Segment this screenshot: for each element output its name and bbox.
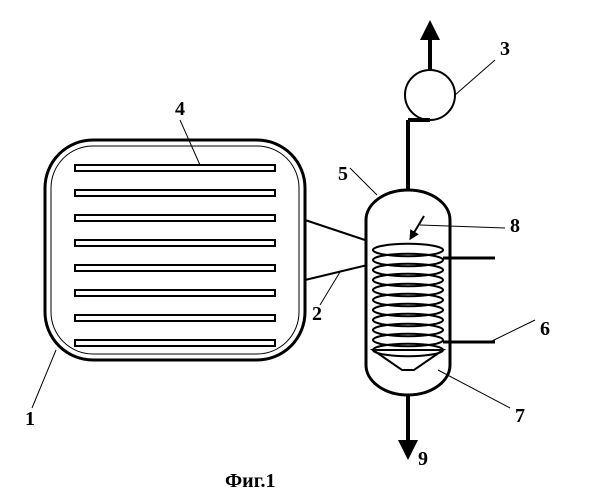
label-l6: 6	[540, 318, 550, 340]
valve-circle	[405, 70, 455, 120]
label-l8: 8	[510, 215, 520, 237]
label-l4: 4	[175, 98, 185, 120]
bg	[0, 0, 590, 500]
caption: Фиг.1	[225, 470, 276, 492]
label-l2: 2	[312, 303, 322, 325]
label-l7: 7	[515, 405, 525, 427]
label-l5: 5	[338, 163, 348, 185]
label-l3: 3	[500, 38, 510, 60]
diagram-svg: 1 2 3 4 5 6 7 8 9 Фиг.1	[0, 0, 590, 500]
label-l1: 1	[25, 408, 35, 430]
label-l9: 9	[418, 448, 428, 470]
